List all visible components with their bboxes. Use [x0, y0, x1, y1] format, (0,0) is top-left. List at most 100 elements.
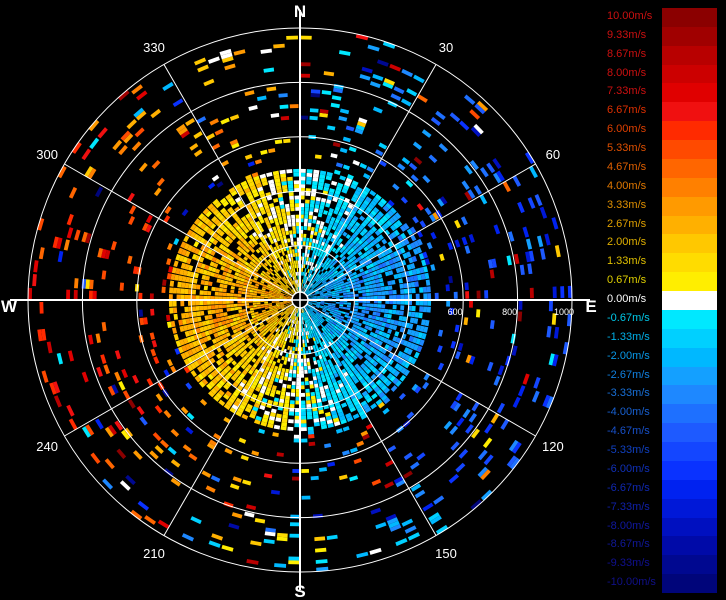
velocity-gate: [398, 315, 404, 321]
velocity-gate: [393, 229, 400, 237]
velocity-gate: [383, 397, 391, 405]
velocity-gate: [339, 147, 348, 154]
velocity-gate: [381, 354, 388, 361]
velocity-gate: [285, 207, 290, 212]
velocity-gate: [341, 368, 347, 374]
velocity-gate: [458, 448, 469, 459]
velocity-gate: [270, 364, 275, 370]
velocity-gate: [260, 305, 265, 309]
velocity-gate: [273, 43, 285, 49]
velocity-gate: [239, 248, 245, 254]
velocity-gate: [278, 93, 288, 98]
velocity-gate: [213, 262, 219, 269]
velocity-gate: [308, 269, 312, 274]
velocity-gate: [312, 303, 317, 306]
velocity-gate: [280, 115, 290, 121]
velocity-gate: [269, 267, 274, 272]
velocity-gate: [193, 218, 201, 226]
velocity-gate: [335, 358, 341, 364]
velocity-gate: [375, 521, 387, 530]
velocity-gate: [319, 283, 324, 287]
velocity-gate: [350, 260, 356, 266]
velocity-gate: [228, 225, 235, 232]
velocity-gate: [186, 336, 192, 343]
velocity-gate: [349, 447, 358, 454]
velocity-gate: [313, 169, 320, 175]
velocity-gate: [250, 384, 257, 390]
velocity-gate: [330, 272, 336, 277]
velocity-gate: [221, 261, 228, 267]
velocity-gate: [294, 199, 300, 204]
velocity-gate: [238, 203, 246, 210]
velocity-gate: [238, 437, 247, 444]
velocity-gate: [419, 267, 425, 274]
velocity-gate: [308, 211, 314, 216]
velocity-gate: [517, 311, 523, 322]
velocity-gate: [235, 340, 241, 346]
velocity-gate: [66, 404, 75, 417]
velocity-gate: [211, 533, 224, 541]
velocity-gate: [275, 328, 279, 333]
velocity-gate: [430, 231, 437, 240]
velocity-gate: [358, 306, 363, 310]
velocity-gate: [294, 411, 300, 416]
velocity-gate: [313, 340, 317, 345]
velocity-gate: [294, 415, 300, 420]
velocity-gate: [268, 346, 273, 351]
velocity-gate: [402, 316, 407, 322]
velocity-gate: [251, 450, 260, 457]
velocity-gate: [281, 387, 287, 392]
velocity-gate: [362, 257, 368, 263]
velocity-gate: [378, 316, 384, 322]
velocity-gate: [326, 317, 331, 321]
velocity-gate: [344, 396, 351, 403]
velocity-gate: [321, 317, 325, 322]
velocity-gate: [307, 322, 311, 327]
velocity-gate: [406, 341, 412, 348]
velocity-gate: [242, 355, 248, 361]
velocity-gate: [288, 286, 292, 291]
velocity-gate: [410, 281, 416, 288]
colorbar-swatch: [662, 555, 717, 575]
velocity-gate: [322, 308, 327, 312]
velocity-gate: [413, 240, 420, 248]
velocity-gate: [208, 390, 215, 398]
azimuth-label: 240: [36, 439, 58, 454]
velocity-gate: [257, 202, 264, 209]
velocity-gate: [326, 244, 331, 249]
velocity-gate: [253, 319, 258, 324]
velocity-gate: [319, 314, 323, 318]
velocity-gate: [360, 313, 365, 317]
velocity-gate: [312, 286, 316, 290]
velocity-gate: [95, 418, 104, 430]
velocity-gate: [306, 338, 310, 343]
velocity-gate: [236, 316, 241, 321]
velocity-gate: [225, 229, 231, 236]
velocity-gate: [387, 328, 393, 334]
velocity-gate: [300, 62, 311, 67]
velocity-gate: [150, 108, 162, 119]
velocity-gate: [512, 396, 521, 408]
velocity-gate: [330, 410, 337, 416]
velocity-gate: [322, 281, 327, 285]
velocity-gate: [378, 247, 384, 253]
velocity-gate: [309, 308, 314, 312]
velocity-gate: [330, 344, 335, 350]
velocity-gate: [223, 267, 229, 273]
velocity-gate: [464, 282, 469, 291]
velocity-gate: [400, 294, 405, 300]
velocity-gate: [319, 257, 324, 263]
velocity-gate: [271, 385, 277, 390]
velocity-gate: [254, 158, 263, 165]
velocity-gate: [275, 302, 280, 304]
velocity-gate: [293, 438, 300, 443]
velocity-gate: [382, 205, 390, 212]
velocity-gate: [422, 286, 428, 293]
velocity-gate: [175, 340, 182, 347]
velocity-gate: [381, 262, 387, 268]
velocity-gate: [306, 315, 310, 319]
velocity-gate: [238, 322, 243, 327]
velocity-gate: [370, 200, 377, 207]
velocity-gate: [255, 272, 261, 277]
velocity-gate: [279, 204, 285, 210]
